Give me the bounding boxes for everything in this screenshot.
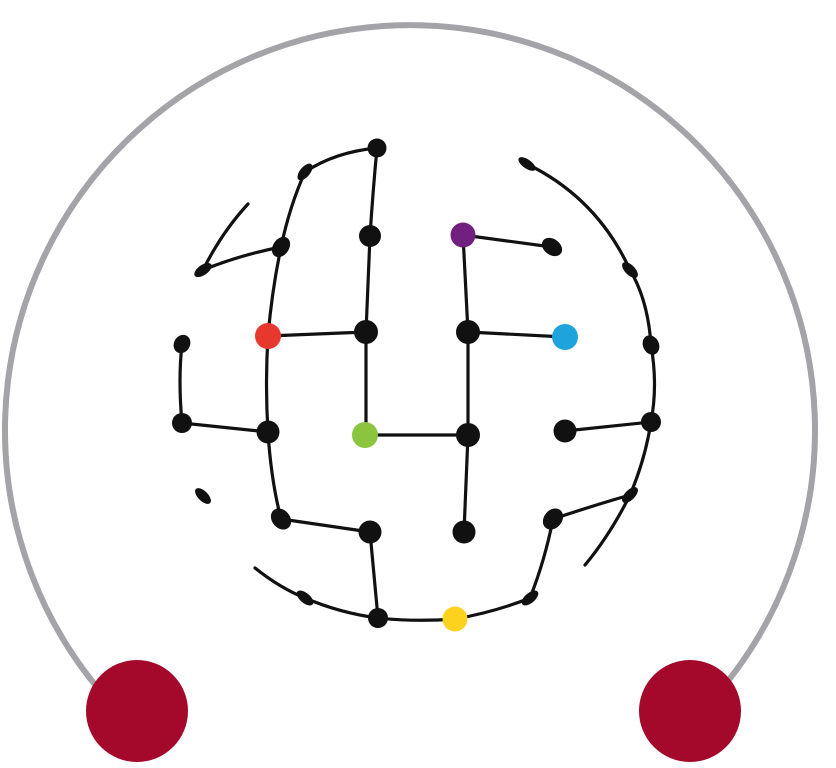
- grid-node: [270, 508, 292, 530]
- grid-line-top-right-arc: [525, 162, 632, 272]
- grid-node: [173, 334, 191, 354]
- grid-line-row-4-left: [279, 517, 372, 534]
- grid-node: [452, 520, 476, 544]
- grid-node: [256, 420, 280, 444]
- grid-node: [641, 412, 661, 432]
- grid-line-lower-right-meridian: [528, 517, 555, 600]
- grid-node: [194, 262, 212, 278]
- grid-line-row-3-left: [180, 421, 270, 434]
- grid-node: [542, 508, 564, 530]
- grid-node: [195, 488, 211, 504]
- grid-node: [271, 236, 291, 258]
- globe-grid-lines: [178, 146, 657, 622]
- grid-node: [642, 335, 660, 355]
- grid-line-center-left-meridian: [364, 146, 379, 437]
- grid-node: [359, 225, 381, 247]
- grid-line-center-right-meridian: [461, 233, 470, 534]
- grid-line-row-2-right: [466, 330, 567, 339]
- grid-line-lower-meridian: [368, 530, 380, 620]
- right-anchor-ball: [639, 660, 741, 762]
- grid-node: [541, 237, 563, 257]
- grid-node: [296, 590, 314, 606]
- outer-ring-arc: [2, 22, 818, 703]
- blue-node: [552, 324, 578, 350]
- grid-node: [622, 262, 638, 278]
- green-node: [352, 422, 378, 448]
- left-anchor-ball: [86, 660, 188, 762]
- grid-line-right-arc-3: [628, 420, 653, 497]
- grid-node: [367, 138, 387, 158]
- grid-node: [521, 590, 539, 606]
- grid-node: [553, 419, 577, 443]
- red-node: [255, 323, 281, 349]
- grid-line-top-left-arc: [201, 202, 250, 272]
- grid-node: [622, 487, 638, 503]
- grid-line-left-arc: [178, 342, 184, 425]
- grid-node: [456, 320, 480, 344]
- grid-node: [172, 413, 192, 433]
- grid-line-bottom-right-arc: [583, 493, 632, 567]
- grid-line-row-1-right: [461, 233, 554, 249]
- grid-node: [456, 423, 480, 447]
- grid-node: [368, 608, 388, 628]
- grid-line-right-arc: [628, 268, 653, 347]
- grid-node: [518, 157, 536, 171]
- grid-line-bottom-chord: [303, 596, 532, 622]
- grid-line-right-arc-2: [649, 343, 657, 424]
- grid-node: [354, 320, 378, 344]
- grid-line-row-3-right: [563, 420, 653, 433]
- yellow-node: [442, 606, 468, 632]
- grid-line-top-arc: [303, 146, 379, 174]
- purple-node: [450, 222, 476, 248]
- grid-line-row-2-left: [266, 330, 368, 338]
- grid-node: [297, 163, 313, 181]
- globe-grid-nodes: [172, 138, 661, 628]
- grid-node: [358, 520, 382, 544]
